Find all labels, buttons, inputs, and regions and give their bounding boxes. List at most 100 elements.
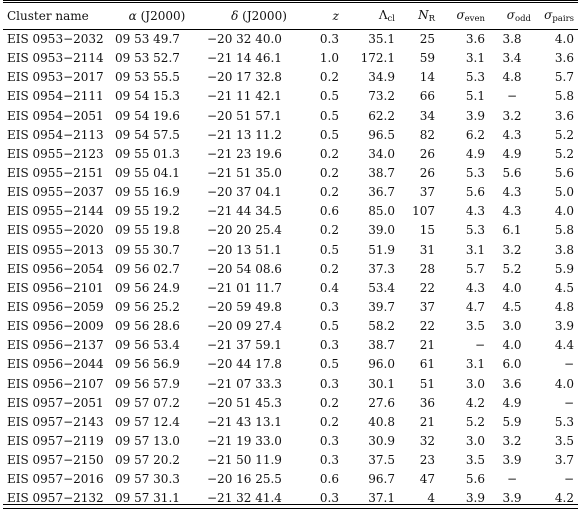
cell-dec: −20 09 27.4: [207, 319, 282, 334]
header-nr-symbol: N: [418, 7, 429, 22]
table-row: EIS 0955−2144 09 55 19.2 −21 44 34.5 0.6 85.…: [3, 202, 578, 221]
cell-ra: 09 55 04.1: [115, 166, 180, 181]
cell-sigma-odd: 3.0: [502, 319, 522, 334]
cell-sigma-even: 5.1: [465, 89, 485, 104]
cell-cluster-name: EIS 0956−2101: [7, 280, 104, 295]
cell-sigma-pairs: 5.2: [554, 127, 574, 142]
table-row: EIS 0955−2151 09 55 04.1 −21 51 35.0 0.2 38.…: [3, 163, 578, 182]
table-row: EIS 0956−2059 09 56 25.2 −20 59 49.8 0.3 39.…: [3, 297, 578, 316]
cell-dec: −21 32 41.4: [207, 491, 282, 506]
table-row: EIS 0956−2137 09 56 53.4 −21 37 59.1 0.3 38.…: [3, 336, 578, 355]
cell-sigma-odd: 6.1: [502, 223, 522, 238]
table-row: EIS 0955−2037 09 55 16.9 −20 37 04.1 0.2 36.…: [3, 183, 578, 202]
cell-cluster-name: EIS 0955−2020: [7, 223, 104, 238]
cell-sigma-odd: 5.2: [502, 261, 522, 276]
cell-sigma-even: 3.0: [465, 434, 485, 449]
cell-ra: 09 56 28.6: [115, 319, 180, 334]
header-ra-symbol: α: [128, 9, 137, 23]
cell-z: 0.5: [319, 127, 339, 142]
cell-lambda: 51.9: [368, 242, 395, 257]
cell-cluster-name: EIS 0953−2032: [7, 32, 104, 47]
cell-sigma-pairs: 4.0: [554, 32, 574, 47]
cell-sigma-even: 5.3: [465, 166, 485, 181]
cell-cluster-name: EIS 0953−2017: [7, 70, 104, 85]
cell-sigma-even: 4.9: [465, 146, 485, 161]
cell-nr: 26: [419, 166, 435, 181]
header-z: z: [315, 3, 343, 30]
cell-nr: 59: [419, 51, 435, 66]
cell-lambda: 36.7: [368, 185, 395, 200]
table-row: EIS 0953−2032 09 53 49.7 −20 32 40.0 0.3 35.…: [3, 30, 578, 49]
header-dec: δ (J2000): [203, 3, 315, 30]
cell-dec: −20 16 25.5: [207, 472, 282, 487]
cell-ra: 09 53 49.7: [115, 32, 180, 47]
table-row: EIS 0953−2114 09 53 52.7 −21 14 46.1 1.0 172…: [3, 49, 578, 68]
cell-ra: 09 57 30.3: [115, 472, 180, 487]
cell-sigma-even: 3.5: [465, 319, 485, 334]
cell-sigma-pairs: 3.5: [554, 434, 574, 449]
cell-sigma-pairs: 5.7: [554, 70, 574, 85]
cell-z: 0.2: [319, 185, 339, 200]
header-ra-epoch: (J2000): [140, 9, 186, 23]
cell-dec: −21 50 11.9: [207, 453, 282, 468]
cell-nr: 21: [419, 414, 435, 429]
cell-z: 0.3: [319, 453, 339, 468]
cell-sigma-pairs: 5.8: [554, 89, 574, 104]
cell-lambda: 39.0: [368, 223, 395, 238]
cell-lambda: 53.4: [368, 280, 395, 295]
table-row: EIS 0955−2123 09 55 01.3 −21 23 19.6 0.2 34.…: [3, 144, 578, 163]
cell-ra: 09 56 53.4: [115, 338, 180, 353]
header-row: Cluster name α (J2000) δ (J2000) z Λcl N…: [3, 2, 578, 30]
cell-dec: −21 44 34.5: [207, 204, 282, 219]
cell-sigma-even: 3.1: [465, 51, 485, 66]
cell-dec: −21 07 33.3: [207, 376, 282, 391]
cell-nr: 36: [419, 395, 435, 410]
cell-sigma-even: 4.3: [465, 280, 485, 295]
cell-sigma-odd: 4.3: [502, 204, 522, 219]
cell-sigma-even: 4.7: [465, 300, 485, 315]
header-sigma-even-symbol: σ: [456, 7, 465, 22]
cell-dec: −21 51 35.0: [207, 166, 282, 181]
cell-sigma-even: 5.7: [465, 261, 485, 276]
cell-ra: 09 57 20.2: [115, 453, 180, 468]
cell-nr: 82: [419, 127, 435, 142]
cell-lambda: 27.6: [368, 395, 395, 410]
header-lambda-symbol: Λ: [378, 7, 388, 22]
cell-sigma-even: −: [474, 338, 485, 353]
cell-z: 0.3: [319, 491, 339, 506]
cell-cluster-name: EIS 0957−2016: [7, 472, 104, 487]
cell-cluster-name: EIS 0956−2107: [7, 376, 104, 391]
cell-sigma-odd: −: [506, 89, 518, 104]
cell-cluster-name: EIS 0955−2123: [7, 146, 104, 161]
header-sigma-even-sub: even: [464, 13, 485, 24]
cell-ra: 09 57 07.2: [115, 395, 180, 410]
cell-dec: −20 32 40.0: [207, 32, 282, 47]
table-row: EIS 0957−2016 09 57 30.3 −20 16 25.5 0.6 96.…: [3, 470, 578, 489]
cell-lambda: 172.1: [360, 51, 395, 66]
cell-nr: 47: [419, 472, 435, 487]
header-sigma-pairs-symbol: σ: [544, 7, 553, 22]
cell-dec: −20 54 08.6: [207, 261, 282, 276]
cell-nr: 15: [419, 223, 435, 238]
cell-z: 1.0: [319, 51, 339, 66]
header-nr: NR: [399, 3, 439, 30]
cell-cluster-name: EIS 0954−2111: [7, 89, 104, 104]
cell-sigma-odd: 3.2: [502, 242, 522, 257]
cell-sigma-odd: 4.0: [502, 280, 522, 295]
cell-sigma-pairs: 5.6: [554, 166, 574, 181]
table-row: EIS 0954−2113 09 54 57.5 −21 13 11.2 0.5 96.…: [3, 125, 578, 144]
cell-z: 0.3: [319, 32, 339, 47]
cell-lambda: 38.7: [368, 166, 395, 181]
cell-sigma-pairs: 4.2: [554, 491, 574, 506]
cell-sigma-pairs: 3.6: [554, 108, 574, 123]
cell-sigma-even: 3.9: [465, 491, 485, 506]
cell-dec: −21 14 46.1: [207, 51, 282, 66]
cell-z: 0.3: [319, 338, 339, 353]
table-row: EIS 0956−2044 09 56 56.9 −20 44 17.8 0.5 96.…: [3, 355, 578, 374]
cell-cluster-name: EIS 0957−2132: [7, 491, 104, 506]
cell-cluster-name: EIS 0956−2059: [7, 300, 104, 315]
cell-sigma-odd: 6.0: [502, 357, 522, 372]
header-sigma-odd-sub: odd: [515, 13, 531, 24]
cell-z: 0.6: [319, 204, 339, 219]
cell-ra: 09 57 12.4: [115, 414, 180, 429]
